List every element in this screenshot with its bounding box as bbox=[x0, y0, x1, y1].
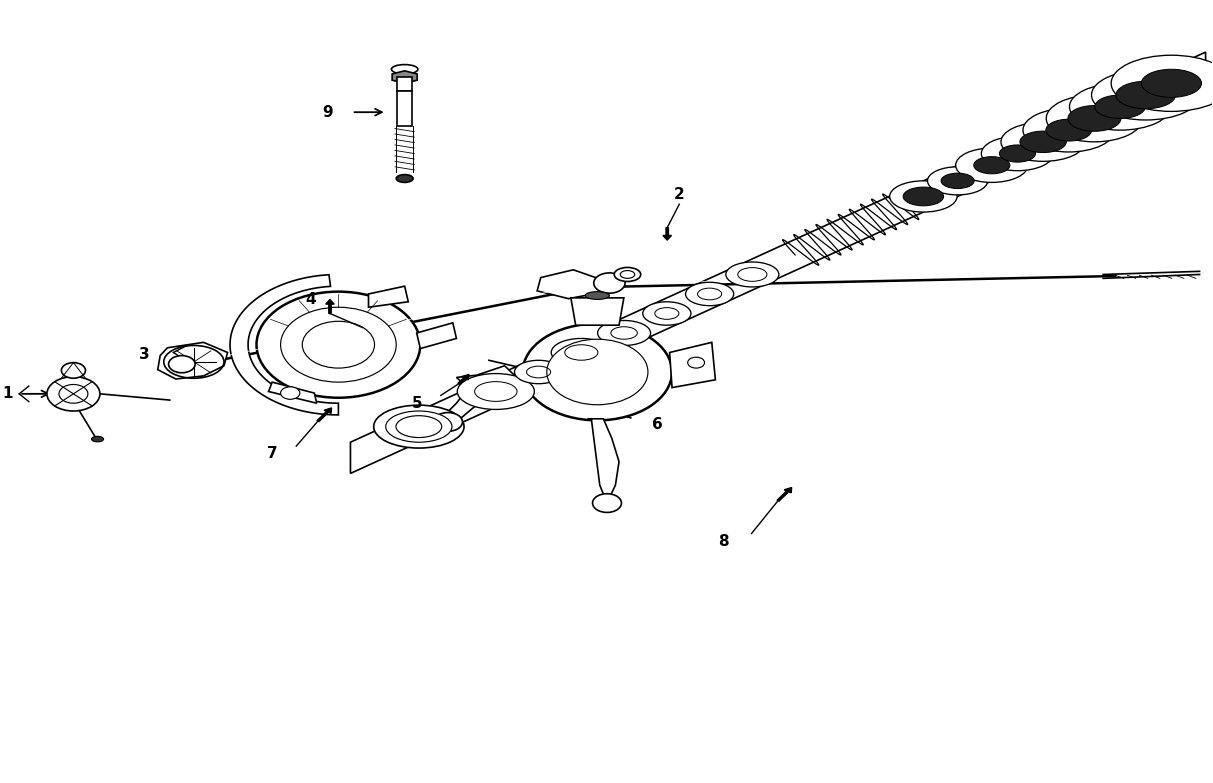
FancyArrow shape bbox=[326, 299, 335, 313]
Text: 7: 7 bbox=[267, 446, 278, 461]
Ellipse shape bbox=[981, 136, 1054, 171]
Bar bbox=[398, 91, 412, 126]
Ellipse shape bbox=[1020, 131, 1066, 153]
Ellipse shape bbox=[941, 173, 974, 189]
Polygon shape bbox=[588, 419, 619, 503]
Text: 9: 9 bbox=[321, 105, 332, 120]
Polygon shape bbox=[417, 323, 456, 348]
Ellipse shape bbox=[1092, 70, 1200, 120]
Ellipse shape bbox=[551, 338, 611, 366]
Text: 1: 1 bbox=[2, 386, 13, 402]
Circle shape bbox=[547, 339, 648, 405]
Circle shape bbox=[280, 307, 397, 382]
Ellipse shape bbox=[1141, 69, 1202, 97]
Polygon shape bbox=[571, 298, 623, 325]
Text: 8: 8 bbox=[718, 534, 729, 549]
Polygon shape bbox=[230, 275, 338, 415]
Ellipse shape bbox=[392, 64, 418, 74]
Ellipse shape bbox=[928, 167, 987, 195]
Polygon shape bbox=[369, 286, 409, 307]
Text: 3: 3 bbox=[138, 347, 149, 362]
Ellipse shape bbox=[643, 301, 691, 325]
Ellipse shape bbox=[974, 157, 1010, 174]
Ellipse shape bbox=[1046, 119, 1092, 141]
Polygon shape bbox=[440, 366, 517, 422]
Circle shape bbox=[688, 357, 705, 368]
Ellipse shape bbox=[889, 181, 957, 212]
Circle shape bbox=[593, 273, 625, 293]
Polygon shape bbox=[392, 70, 417, 83]
Text: 6: 6 bbox=[651, 417, 662, 431]
Polygon shape bbox=[351, 52, 1206, 474]
Ellipse shape bbox=[1023, 108, 1115, 152]
Ellipse shape bbox=[395, 416, 442, 438]
Ellipse shape bbox=[1095, 95, 1145, 118]
Ellipse shape bbox=[386, 411, 452, 442]
Ellipse shape bbox=[397, 175, 414, 182]
Ellipse shape bbox=[1000, 145, 1036, 162]
Circle shape bbox=[523, 323, 672, 420]
Text: 4: 4 bbox=[306, 292, 317, 307]
Ellipse shape bbox=[1070, 83, 1171, 130]
Circle shape bbox=[47, 377, 99, 411]
Ellipse shape bbox=[457, 373, 535, 410]
FancyArrow shape bbox=[457, 374, 469, 384]
Ellipse shape bbox=[685, 282, 734, 305]
Circle shape bbox=[169, 355, 195, 373]
Bar bbox=[398, 77, 412, 91]
Ellipse shape bbox=[1067, 106, 1121, 132]
Ellipse shape bbox=[586, 291, 609, 299]
Ellipse shape bbox=[1111, 56, 1213, 111]
Ellipse shape bbox=[904, 187, 944, 206]
Ellipse shape bbox=[1116, 81, 1175, 109]
Ellipse shape bbox=[374, 405, 465, 448]
Circle shape bbox=[433, 413, 462, 431]
Ellipse shape bbox=[514, 360, 563, 384]
FancyArrow shape bbox=[778, 488, 792, 501]
Polygon shape bbox=[537, 270, 604, 298]
Text: 2: 2 bbox=[674, 187, 684, 202]
Circle shape bbox=[592, 494, 621, 512]
Ellipse shape bbox=[1047, 95, 1143, 142]
Circle shape bbox=[256, 291, 421, 398]
Circle shape bbox=[302, 321, 375, 368]
Polygon shape bbox=[670, 342, 716, 388]
Ellipse shape bbox=[1001, 122, 1086, 161]
Ellipse shape bbox=[598, 320, 650, 345]
Text: 5: 5 bbox=[411, 395, 422, 411]
Ellipse shape bbox=[725, 262, 779, 287]
Ellipse shape bbox=[614, 268, 640, 282]
Ellipse shape bbox=[956, 148, 1027, 182]
FancyArrow shape bbox=[317, 408, 331, 421]
Circle shape bbox=[280, 387, 300, 399]
FancyArrow shape bbox=[664, 228, 672, 240]
Polygon shape bbox=[268, 382, 317, 403]
Circle shape bbox=[62, 363, 85, 378]
Polygon shape bbox=[158, 342, 228, 379]
Ellipse shape bbox=[91, 436, 103, 442]
